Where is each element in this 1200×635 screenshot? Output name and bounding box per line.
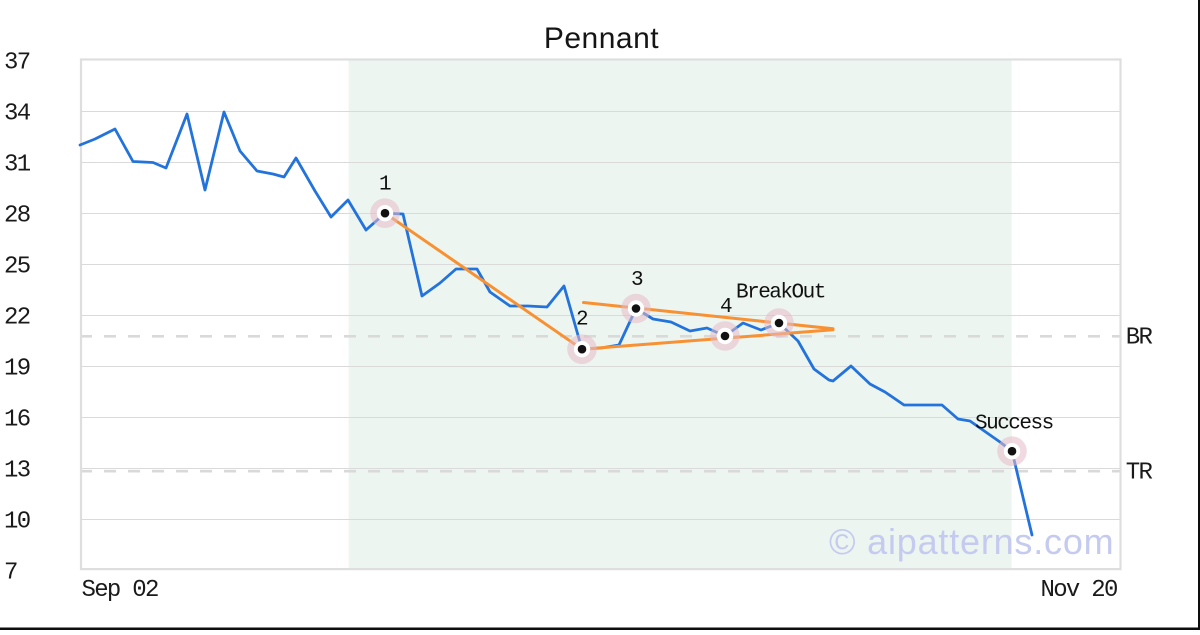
svg-text:Nov 20: Nov 20: [1041, 577, 1118, 604]
svg-text:Success: Success: [975, 412, 1053, 435]
svg-text:25: 25: [4, 253, 30, 280]
svg-text:2: 2: [576, 308, 588, 331]
svg-text:13: 13: [4, 457, 30, 484]
svg-text:31: 31: [4, 151, 31, 178]
svg-text:37: 37: [4, 49, 30, 76]
svg-text:BreakOut: BreakOut: [736, 281, 825, 304]
svg-text:4: 4: [720, 296, 732, 319]
svg-text:1: 1: [379, 174, 391, 197]
svg-text:10: 10: [4, 508, 30, 535]
svg-text:16: 16: [4, 406, 30, 433]
svg-text:28: 28: [4, 202, 30, 229]
svg-text:3: 3: [631, 269, 643, 292]
svg-text:22: 22: [4, 304, 30, 331]
svg-text:© aipatterns.com: © aipatterns.com: [829, 521, 1114, 562]
svg-text:19: 19: [4, 355, 30, 382]
svg-text:7: 7: [4, 559, 17, 586]
svg-text:Pennant: Pennant: [544, 22, 659, 55]
svg-text:TR: TR: [1126, 459, 1153, 486]
svg-text:BR: BR: [1126, 325, 1153, 352]
svg-text:Sep 02: Sep 02: [82, 577, 159, 604]
svg-text:34: 34: [4, 100, 31, 127]
